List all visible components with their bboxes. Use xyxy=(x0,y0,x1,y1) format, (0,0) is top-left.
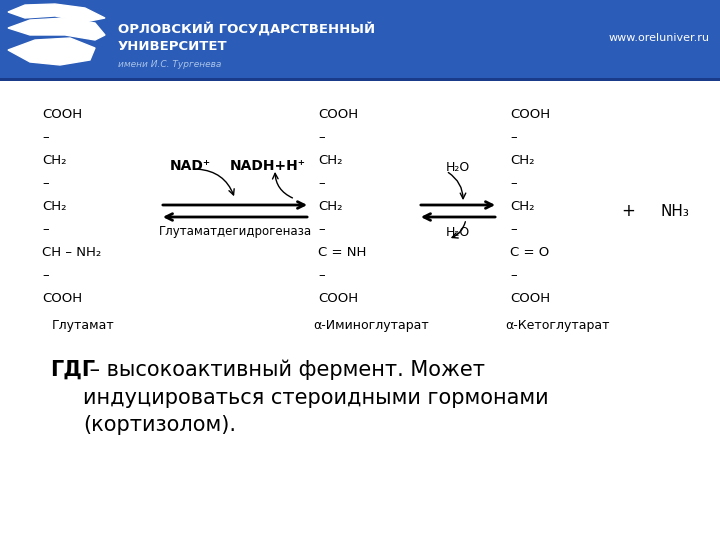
Polygon shape xyxy=(8,4,105,22)
Text: CH₂: CH₂ xyxy=(318,200,343,213)
Text: CH₂: CH₂ xyxy=(42,154,66,167)
Text: –: – xyxy=(318,223,325,236)
Text: CH₂: CH₂ xyxy=(318,154,343,167)
Text: –: – xyxy=(318,177,325,190)
Text: www.oreluniver.ru: www.oreluniver.ru xyxy=(609,33,710,43)
Text: –: – xyxy=(318,269,325,282)
Polygon shape xyxy=(8,38,95,65)
Text: ГДГ: ГДГ xyxy=(50,360,95,380)
Text: COOH: COOH xyxy=(510,108,550,121)
Text: Глутамат: Глутамат xyxy=(52,319,114,332)
Text: COOH: COOH xyxy=(318,292,358,305)
Bar xyxy=(0,78,720,81)
Text: –: – xyxy=(42,223,49,236)
Text: –: – xyxy=(42,269,49,282)
Text: NADH+H⁺: NADH+H⁺ xyxy=(230,159,306,173)
Text: имени И.С. Тургенева: имени И.С. Тургенева xyxy=(118,60,221,69)
Text: C = NH: C = NH xyxy=(318,246,366,259)
Text: CH₂: CH₂ xyxy=(510,200,534,213)
Text: NH₃: NH₃ xyxy=(660,204,689,219)
Text: COOH: COOH xyxy=(510,292,550,305)
Text: α-Иминоглутарат: α-Иминоглутарат xyxy=(313,319,428,332)
Text: H₂O: H₂O xyxy=(446,161,470,174)
Text: Глутаматдегидрогеназа: Глутаматдегидрогеназа xyxy=(158,225,312,238)
Text: –: – xyxy=(42,131,49,144)
Text: COOH: COOH xyxy=(42,108,82,121)
Text: –: – xyxy=(318,131,325,144)
Text: –: – xyxy=(510,223,517,236)
Text: ОРЛОВСКИЙ ГОСУДАРСТВЕННЫЙ: ОРЛОВСКИЙ ГОСУДАРСТВЕННЫЙ xyxy=(118,22,375,36)
Text: –: – xyxy=(510,177,517,190)
Text: –: – xyxy=(510,131,517,144)
Text: CH₂: CH₂ xyxy=(42,200,66,213)
Text: H₂O: H₂O xyxy=(446,226,470,239)
Bar xyxy=(0,0,720,78)
Text: NAD⁺: NAD⁺ xyxy=(170,159,211,173)
Text: α-Кетоглутарат: α-Кетоглутарат xyxy=(505,319,610,332)
Text: CH₂: CH₂ xyxy=(510,154,534,167)
Text: –: – xyxy=(42,177,49,190)
Text: COOH: COOH xyxy=(42,292,82,305)
Text: УНИВЕРСИТЕТ: УНИВЕРСИТЕТ xyxy=(118,40,228,53)
Text: CH – NH₂: CH – NH₂ xyxy=(42,246,102,259)
Text: C = O: C = O xyxy=(510,246,549,259)
Text: +: + xyxy=(621,202,635,220)
Text: COOH: COOH xyxy=(318,108,358,121)
Text: –: – xyxy=(510,269,517,282)
Text: – высокоактивный фермент. Может
индуцироваться стероидными гормонами
(кортизолом: – высокоактивный фермент. Может индуциро… xyxy=(83,360,549,435)
Polygon shape xyxy=(8,18,105,40)
